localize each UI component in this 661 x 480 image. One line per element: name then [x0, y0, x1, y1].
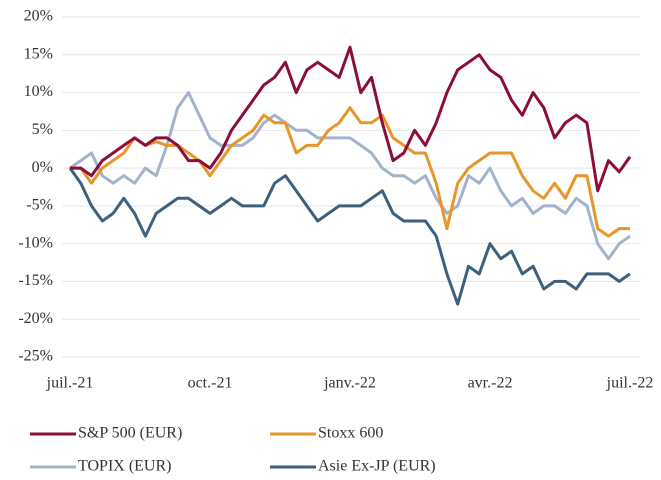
y-tick-label: -25% [18, 348, 53, 365]
x-tick-label: juil.-22 [606, 375, 654, 392]
x-tick-label: oct.-21 [188, 375, 233, 392]
y-tick-label: -5% [26, 197, 53, 214]
y-tick-label: 15% [24, 45, 53, 62]
x-tick-label: avr.-22 [468, 375, 513, 392]
legend-label: TOPIX (EUR) [78, 458, 171, 475]
x-tick-label: janv.-22 [323, 375, 376, 392]
x-tick-label: juil.-21 [46, 375, 94, 392]
y-tick-label: 5% [32, 121, 53, 138]
y-tick-label: -10% [18, 234, 53, 251]
legend-label: S&P 500 (EUR) [78, 425, 182, 442]
y-tick-label: -20% [18, 310, 53, 327]
legend-label: Stoxx 600 [318, 425, 383, 442]
series-line [69, 91, 631, 261]
y-tick-label: 0% [32, 159, 53, 176]
y-tick-label: 10% [24, 83, 53, 100]
series-line [70, 106, 630, 238]
series-line [68, 167, 631, 306]
y-tick-label: 20% [24, 8, 53, 25]
y-tick-label: -15% [18, 272, 53, 289]
legend-label: Asie Ex-JP (EUR) [318, 458, 436, 475]
series-line [70, 45, 632, 193]
